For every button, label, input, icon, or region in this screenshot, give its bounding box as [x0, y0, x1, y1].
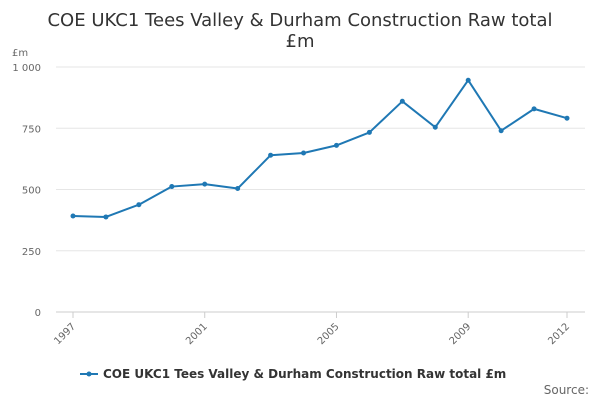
chart-title-line-2: £m — [286, 31, 315, 52]
y-axis-unit-label: £m — [12, 48, 28, 59]
y-tick-label: 500 — [22, 186, 41, 197]
data-point[interactable] — [301, 150, 307, 156]
data-point[interactable] — [333, 142, 339, 148]
data-point[interactable] — [531, 106, 537, 112]
data-point[interactable] — [399, 98, 405, 104]
y-tick-label: 1 000 — [12, 63, 41, 74]
x-tick-label: 2012 — [546, 321, 572, 347]
y-tick-label: 750 — [22, 124, 41, 135]
y-axis-ticks: 0 250 500 750 1 000 — [12, 63, 41, 319]
legend-marker-swatch — [86, 371, 92, 377]
data-point[interactable] — [235, 186, 241, 192]
data-point[interactable] — [465, 77, 471, 83]
y-tick-label: 0 — [35, 308, 41, 319]
legend-label: COE UKC1 Tees Valley & Durham Constructi… — [103, 367, 506, 381]
data-point[interactable] — [564, 115, 570, 121]
data-point[interactable] — [366, 129, 372, 135]
y-tick-label: 250 — [22, 247, 41, 258]
data-point[interactable] — [202, 181, 208, 187]
chart-title-line-1: COE UKC1 Tees Valley & Durham Constructi… — [47, 10, 552, 31]
data-point[interactable] — [103, 214, 109, 220]
series-line — [72, 79, 568, 218]
x-tick-label: 2001 — [184, 321, 210, 347]
data-point[interactable] — [169, 184, 175, 190]
legend[interactable]: COE UKC1 Tees Valley & Durham Constructi… — [80, 367, 506, 381]
source-label: Source: — [544, 383, 589, 397]
gridlines — [56, 66, 585, 252]
data-point[interactable] — [498, 128, 504, 134]
x-tick-label: 2009 — [448, 321, 474, 347]
data-point[interactable] — [136, 202, 142, 208]
x-tick-label: 2005 — [316, 321, 342, 347]
data-point[interactable] — [70, 213, 76, 219]
x-axis: 1997 2001 2005 2009 2012 — [52, 311, 585, 347]
data-point[interactable] — [432, 124, 438, 130]
x-tick-label: 1997 — [52, 321, 78, 347]
series-line-group — [70, 77, 570, 220]
data-point[interactable] — [268, 152, 274, 158]
